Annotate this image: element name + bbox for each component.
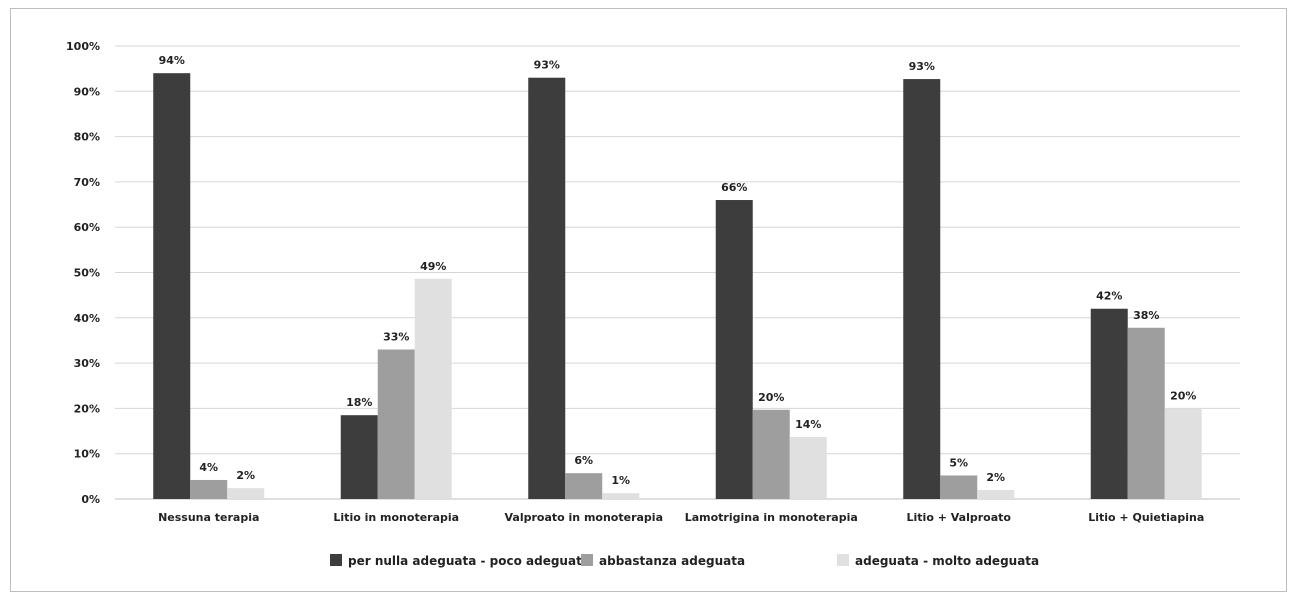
bar	[1127, 327, 1165, 499]
y-tick-label: 50%	[74, 267, 100, 280]
data-label: 2%	[236, 469, 255, 482]
bar	[153, 73, 191, 500]
data-label: 2%	[986, 471, 1005, 484]
bar	[903, 79, 941, 499]
bar	[602, 493, 640, 499]
y-tick-label: 100%	[66, 40, 100, 53]
data-label: 93%	[534, 59, 560, 72]
bar	[377, 349, 415, 499]
y-tick-label: 90%	[74, 85, 100, 98]
x-tick-label: Nessuna terapia	[158, 511, 259, 524]
legend-swatch	[330, 554, 342, 566]
x-tick-label: Litio + Quietiapina	[1088, 511, 1204, 524]
data-label: 38%	[1133, 309, 1159, 322]
bar	[715, 200, 753, 499]
bar	[190, 479, 228, 499]
data-label: 49%	[420, 260, 446, 273]
bar	[340, 415, 378, 499]
bar	[227, 488, 265, 499]
data-label: 14%	[795, 418, 821, 431]
legend-swatch	[581, 554, 593, 566]
y-tick-label: 80%	[74, 131, 100, 144]
legend-label: abbastanza adeguata	[599, 554, 745, 568]
x-tick-label: Valproato in monoterapia	[504, 511, 663, 524]
bar	[528, 77, 566, 500]
data-label: 33%	[383, 331, 409, 344]
data-label: 6%	[574, 454, 593, 467]
legend-label: per nulla adeguata - poco adeguata	[348, 554, 590, 568]
y-tick-label: 10%	[74, 448, 100, 461]
data-label: 5%	[949, 456, 968, 469]
data-label: 93%	[909, 60, 935, 73]
bar	[1164, 408, 1202, 499]
y-tick-label: 60%	[74, 221, 100, 234]
legend-swatch	[837, 554, 849, 566]
data-label: 42%	[1096, 290, 1122, 303]
bar	[789, 436, 827, 499]
bar	[752, 409, 790, 499]
bar	[977, 489, 1015, 499]
y-tick-label: 40%	[74, 312, 100, 325]
data-label: 18%	[346, 396, 372, 409]
y-tick-label: 0%	[81, 493, 100, 506]
x-tick-label: Litio in monoterapia	[333, 511, 459, 524]
bar	[565, 473, 603, 499]
y-tick-label: 30%	[74, 357, 100, 370]
y-tick-label: 20%	[74, 402, 100, 415]
x-tick-label: Litio + Valproato	[907, 511, 1012, 524]
legend-label: adeguata - molto adeguata	[855, 554, 1039, 568]
data-label: 1%	[611, 474, 630, 487]
y-tick-label: 70%	[74, 176, 100, 189]
x-tick-label: Lamotrigina in monoterapia	[685, 511, 858, 524]
data-label: 20%	[758, 391, 784, 404]
bar	[1090, 308, 1128, 499]
bar	[414, 278, 452, 499]
data-label: 94%	[159, 54, 185, 67]
data-label: 4%	[199, 461, 218, 474]
bar	[940, 475, 978, 499]
data-label: 66%	[721, 181, 747, 194]
data-label: 20%	[1170, 389, 1196, 402]
